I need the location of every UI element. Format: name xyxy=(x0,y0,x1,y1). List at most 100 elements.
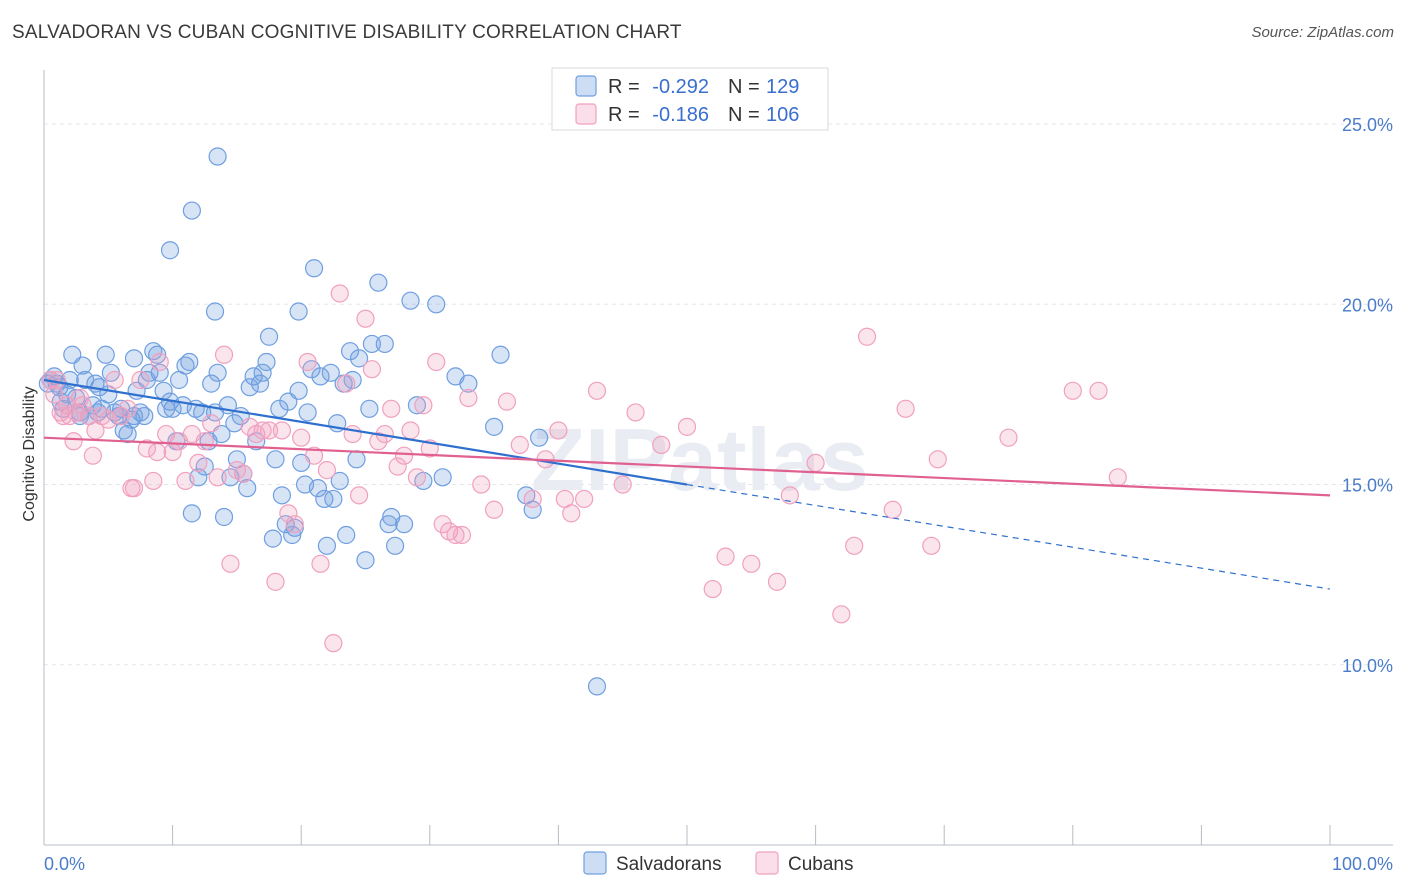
bottom-legend-label-salvadorans: Salvadorans xyxy=(616,854,722,875)
x-tick-label-min: 0.0% xyxy=(44,854,85,874)
legend-r-value: -0.292 xyxy=(652,76,709,98)
point-salvadorans xyxy=(360,399,379,418)
point-cubans xyxy=(131,370,150,390)
point-cubans xyxy=(716,547,735,566)
point-cubans xyxy=(45,385,64,404)
point-cubans xyxy=(459,388,478,408)
point-cubans xyxy=(362,360,382,379)
point-cubans xyxy=(832,605,851,624)
point-salvadorans xyxy=(394,515,414,534)
point-salvadorans xyxy=(135,406,154,426)
point-salvadorans xyxy=(124,406,144,426)
point-salvadorans xyxy=(530,428,549,447)
point-salvadorans xyxy=(379,515,398,534)
point-salvadorans xyxy=(283,525,302,545)
point-salvadorans xyxy=(317,536,337,555)
bottom-legend-swatch xyxy=(755,851,779,875)
point-salvadorans xyxy=(289,302,308,321)
point-cubans xyxy=(510,435,529,454)
point-cubans xyxy=(497,392,517,411)
point-cubans xyxy=(883,500,902,519)
point-cubans xyxy=(279,504,298,523)
point-cubans xyxy=(575,489,594,509)
point-cubans xyxy=(195,432,214,451)
point-salvadorans xyxy=(401,291,420,310)
point-cubans xyxy=(330,284,349,303)
point-cubans xyxy=(298,352,317,372)
point-salvadorans xyxy=(182,201,201,220)
point-cubans xyxy=(64,432,83,451)
point-salvadorans xyxy=(362,334,382,354)
point-cubans xyxy=(394,446,414,465)
legend-n-value: 106 xyxy=(766,104,799,126)
point-salvadorans xyxy=(202,374,221,393)
point-cubans xyxy=(928,450,947,469)
point-cubans xyxy=(626,403,645,422)
point-cubans xyxy=(999,428,1018,447)
watermark: ZIPatlas xyxy=(531,410,868,509)
point-cubans xyxy=(124,479,144,498)
point-cubans xyxy=(137,439,156,458)
legend-swatch xyxy=(575,75,597,97)
source-label: Source: ZipAtlas.com xyxy=(1251,24,1394,41)
point-cubans xyxy=(587,381,607,400)
point-salvadorans xyxy=(587,677,607,696)
point-cubans xyxy=(150,352,169,372)
point-salvadorans xyxy=(180,352,199,372)
point-cubans xyxy=(285,515,304,534)
point-cubans xyxy=(523,489,542,509)
point-cubans xyxy=(922,536,941,555)
point-cubans xyxy=(1063,381,1082,400)
tick-labels: 10.0% 15.0% 20.0% 25.0% 0.0% 100.0% xyxy=(44,115,1393,874)
point-cubans xyxy=(234,464,253,483)
point-salvadorans xyxy=(259,327,279,346)
point-salvadorans xyxy=(337,525,356,545)
legend-box xyxy=(551,67,829,131)
legend-n-label: N = xyxy=(728,76,760,98)
point-salvadorans xyxy=(321,363,340,382)
point-cubans xyxy=(70,388,90,408)
bottom-legend-swatch xyxy=(583,851,607,875)
point-cubans xyxy=(221,554,240,573)
point-salvadorans xyxy=(523,500,542,519)
point-cubans xyxy=(311,554,330,573)
point-salvadorans xyxy=(298,403,317,422)
point-cubans xyxy=(677,417,697,436)
point-cubans xyxy=(266,572,285,591)
point-cubans xyxy=(259,421,279,440)
point-salvadorans xyxy=(356,551,375,570)
trend-lines xyxy=(43,378,1331,590)
point-salvadorans xyxy=(385,536,405,555)
point-salvadorans xyxy=(257,352,276,372)
y-tick-label: 25.0% xyxy=(1342,115,1393,135)
point-cubans xyxy=(485,500,504,519)
point-cubans xyxy=(562,504,581,523)
point-cubans xyxy=(253,421,272,440)
point-cubans xyxy=(292,428,311,447)
point-salvadorans xyxy=(244,367,263,386)
point-salvadorans xyxy=(304,259,324,278)
point-cubans xyxy=(652,435,671,454)
legend-n-label: N = xyxy=(728,104,760,126)
point-salvadorans xyxy=(76,370,95,390)
legend-swatch xyxy=(575,103,597,125)
point-cubans xyxy=(780,486,799,505)
bottom-legend: Salvadorans Cubans xyxy=(583,851,854,875)
point-cubans xyxy=(317,461,337,480)
point-cubans xyxy=(369,432,388,451)
point-cubans xyxy=(189,453,208,473)
point-cubans xyxy=(1089,381,1108,400)
point-salvadorans xyxy=(272,486,292,505)
point-salvadorans xyxy=(208,363,227,382)
point-cubans xyxy=(144,471,163,491)
point-salvadorans xyxy=(433,468,452,487)
point-salvadorans xyxy=(225,414,244,433)
point-cubans xyxy=(47,370,66,390)
trend-extension-salvadorans xyxy=(686,483,1331,590)
point-cubans xyxy=(767,572,787,591)
point-salvadorans xyxy=(250,374,270,393)
point-cubans xyxy=(112,406,131,426)
point-salvadorans xyxy=(96,345,115,364)
point-cubans xyxy=(433,515,452,534)
